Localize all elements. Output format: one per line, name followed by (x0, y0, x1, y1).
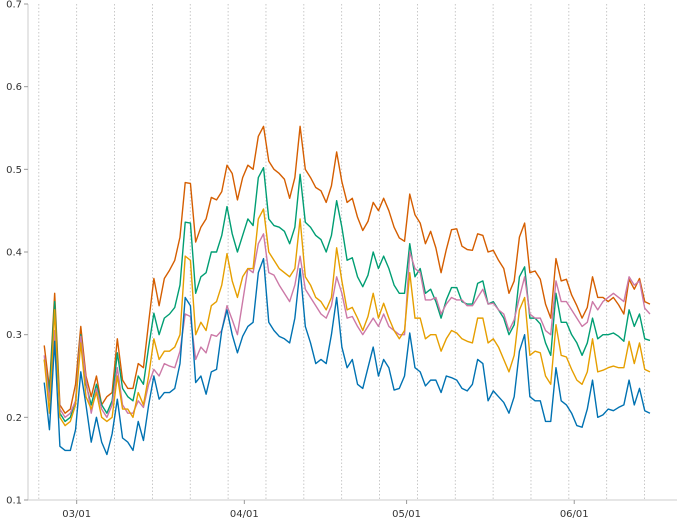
y-tick-label-5: 0.6 (6, 82, 22, 93)
series-lines (43, 125, 651, 456)
series-line-0 (43, 125, 651, 414)
y-tick-label-6: 0.7 (6, 0, 22, 11)
series-line-1 (43, 166, 651, 423)
x-gridlines (38, 4, 645, 500)
y-tick-label-1: 0.2 (6, 413, 22, 424)
y-tick-label-0: 0.1 (6, 496, 22, 507)
axes (27, 4, 677, 501)
y-tick-label-2: 0.3 (6, 330, 22, 341)
series-line-4 (43, 257, 651, 456)
x-tick-label-1: 04/01 (230, 509, 259, 519)
series-line-3 (43, 208, 651, 427)
y-tick-label-3: 0.4 (6, 248, 22, 259)
x-tick-label-2: 05/01 (392, 509, 421, 519)
series-line-2 (43, 233, 651, 419)
x-axis-ticks: 03/01 04/01 05/01 06/01 (62, 500, 589, 519)
x-tick-label-0: 03/01 (62, 509, 91, 519)
y-axis-ticks: 0.1 0.2 0.3 0.4 0.5 0.6 0.7 (6, 0, 28, 507)
y-tick-label-4: 0.5 (6, 165, 22, 176)
x-tick-label-3: 06/01 (560, 509, 589, 519)
